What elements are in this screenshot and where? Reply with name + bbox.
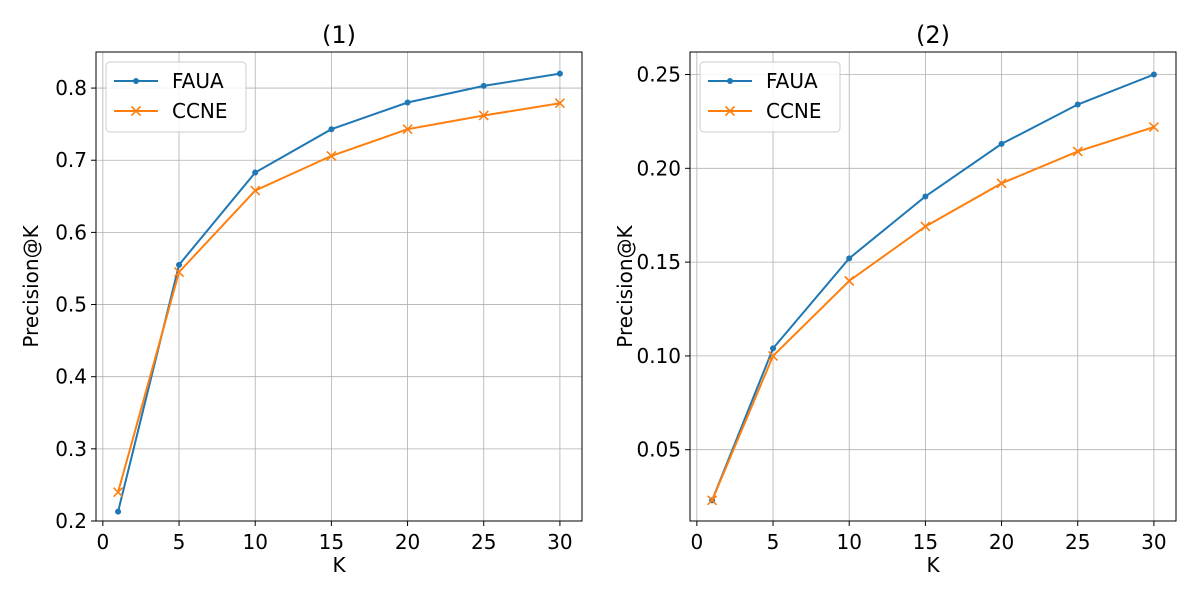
data-point-faua: [1150, 71, 1157, 78]
legend-marker: [130, 105, 142, 117]
data-point-faua: [176, 261, 183, 268]
y-tick-label: 0.2: [55, 509, 87, 533]
data-point-faua: [404, 99, 411, 106]
data-point-faua: [252, 169, 259, 176]
y-tick-label: 0.3: [55, 437, 87, 461]
chart-panel-2: 0 5 10 15 20 25 30 0.05 0.10 0.15 0.20 0.25 (2) K Prec…: [613, 21, 1177, 577]
data-point-ccne: [113, 487, 124, 498]
data-point-ccne: [996, 178, 1007, 189]
series-line-ccne: [117, 102, 561, 493]
data-point-faua: [846, 255, 853, 262]
y-tick-label: 0.15: [636, 250, 681, 274]
y-tick-label: 0.7: [55, 148, 87, 172]
data-point-faua: [556, 70, 563, 77]
y-tick-label: 0.5: [55, 293, 87, 317]
x-tick-label: 25: [1065, 530, 1090, 554]
series-line-faua: [117, 72, 561, 512]
data-point-ccne: [326, 150, 337, 161]
x-tick-label: 20: [989, 530, 1014, 554]
series-line-ccne: [711, 126, 1155, 501]
x-tick-label: 20: [395, 530, 420, 554]
x-tick-label: 30: [547, 530, 572, 554]
data-point-ccne: [844, 275, 855, 286]
data-point-faua: [328, 126, 335, 133]
x-tick-label: 10: [836, 530, 861, 554]
plot-frame: [689, 51, 1177, 522]
y-axis-label: Precision@K: [19, 224, 43, 347]
legend-label-faua: FAUA: [766, 69, 818, 93]
plot-frame: [95, 51, 583, 522]
data-point-faua: [922, 193, 929, 200]
data-point-faua: [1074, 101, 1081, 108]
y-tick-label: 0.6: [55, 220, 87, 244]
data-point-ccne: [478, 110, 489, 121]
y-tick-label: 0.8: [55, 76, 87, 100]
y-tick-label: 0.20: [636, 156, 681, 180]
legend-label-ccne: CCNE: [766, 99, 822, 123]
legend-marker: [724, 105, 736, 117]
data-point-ccne: [402, 124, 413, 135]
chart-title: (2): [916, 21, 950, 49]
data-point-ccne: [250, 185, 261, 196]
data-point-ccne: [767, 350, 779, 361]
y-axis-label: Precision@K: [613, 224, 637, 347]
series-line-faua: [711, 73, 1155, 501]
x-tick-label: 0: [690, 530, 703, 554]
legend-box: [105, 61, 247, 133]
x-tick-label: 0: [96, 530, 109, 554]
y-tick-label: 0.4: [55, 365, 87, 389]
x-tick-label: 30: [1141, 530, 1166, 554]
legend-label-faua: FAUA: [172, 69, 224, 93]
data-point-ccne: [707, 495, 718, 506]
data-point-faua: [115, 508, 122, 515]
y-tick-label: 0.25: [636, 63, 681, 87]
data-point-ccne: [920, 221, 931, 232]
data-point-faua: [998, 140, 1005, 147]
x-tick-label: 15: [319, 530, 344, 554]
chart-title: (1): [322, 21, 356, 49]
x-tick-label: 15: [913, 530, 938, 554]
x-axis-label: K: [926, 553, 940, 577]
legend-marker: [133, 78, 139, 84]
data-point-faua: [480, 82, 487, 89]
legend-label-ccne: CCNE: [172, 99, 228, 123]
data-point-faua: [770, 345, 777, 352]
legend-marker: [727, 78, 733, 84]
data-point-ccne: [554, 98, 565, 109]
chart-panel-1: 0 5 10 15 20 25 30 0.2 0.3 0.4 0.5 0.6 0.7 0.8 (1) K Pre…: [19, 21, 583, 577]
data-point-ccne: [173, 267, 185, 278]
data-point-ccne: [1072, 146, 1083, 157]
x-tick-label: 5: [767, 530, 780, 554]
x-tick-label: 25: [471, 530, 496, 554]
x-tick-label: 10: [242, 530, 267, 554]
y-tick-label: 0.05: [636, 438, 681, 462]
x-tick-label: 5: [173, 530, 186, 554]
data-point-ccne: [1148, 121, 1159, 133]
x-axis-label: K: [332, 553, 346, 577]
y-tick-label: 0.10: [636, 344, 681, 368]
legend-box: [699, 61, 841, 133]
